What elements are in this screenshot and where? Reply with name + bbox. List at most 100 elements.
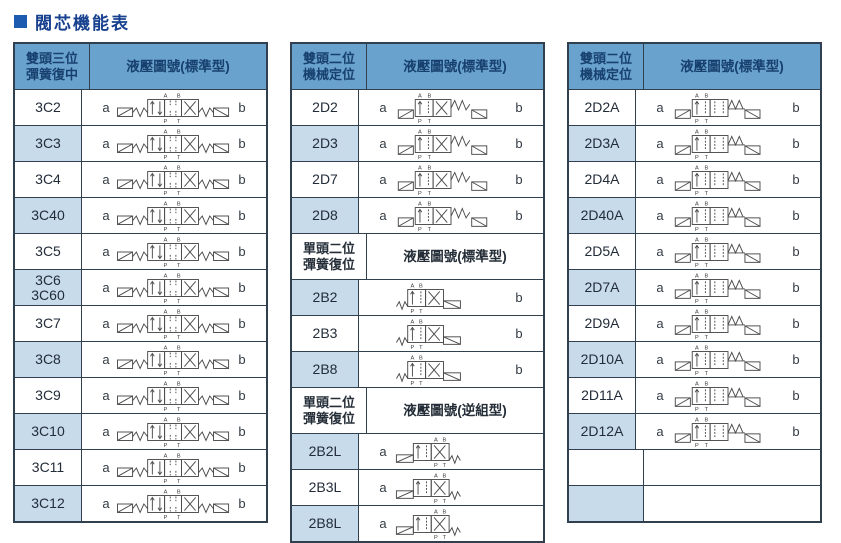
valve-diagram-valve2d [389,92,513,124]
valve-code-cell: 2B3 [292,316,359,351]
label-b: b [238,352,246,367]
valve-diagram-valve2bl [389,508,513,540]
valve-row-2b2l: 2B2L a [292,434,543,470]
valve-row-2d5a: 2D5A a b [569,234,820,270]
section-header-row: 雙頭三位 彈簧復中 液壓圖號(標準型) [15,44,266,90]
valve-code-cell: 2D40A [569,198,636,233]
valve-row-3c7: 3C7 a b [15,306,266,342]
label-b: b [515,100,523,115]
valve-code-cell: 2D5A [569,234,636,269]
valve-code: 2D2 [312,99,338,115]
header-spool-type: 雙頭二位 機械定位 [292,44,367,89]
label-b: b [792,172,800,187]
label-b: b [515,136,523,151]
header-spool-type-line: 彈簧復位 [302,256,355,272]
valve-diagram-valve2da [666,128,790,160]
valve-diagram-cell: b [359,280,543,315]
valve-diagram-cell [644,486,820,521]
valve-row-2d3: 2D3 a b [292,126,543,162]
label-b: b [792,280,800,295]
valve-diagram-valve2b [389,354,513,386]
valve-code: 2D8 [312,207,338,223]
valve-diagram-cell: a [359,470,543,505]
valve-code: 3C40 [31,207,65,223]
valve-row-3c11: 3C11 a b [15,450,266,486]
valve-code-cell [569,450,644,485]
valve-code: 3C8 [35,351,61,367]
valve-code: 2B2 [312,289,338,305]
valve-code-cell: 2D4A [569,162,636,197]
label-b: b [238,208,246,223]
label-a: a [656,172,664,187]
label-b: b [792,208,800,223]
label-b: b [792,424,800,439]
valve-row-3c9: 3C9 a b [15,378,266,414]
label-b: b [238,280,246,295]
label-b: b [238,244,246,259]
valve-code-cell: 3C9 [15,378,82,413]
valve-row-3c40: 3C40 a b [15,198,266,234]
table-3c-double-head-3pos: 雙頭三位 彈簧復中 液壓圖號(標準型) 3C2 a b 3C3 a b 3C4 a b 3C40 a b 3C… [13,42,268,523]
valve-code-cell: 2B8 [292,352,359,387]
valve-code-cell: 3C3 [15,126,82,161]
header-spool-type-line: 彈簧復位 [302,410,355,426]
label-b: b [515,172,523,187]
valve-diagram-valve3 [112,308,236,340]
valve-diagram-valve3 [112,416,236,448]
header-diagram-title: 液壓圖號(標準型) [367,234,543,279]
header-diagram-title-text: 液壓圖號(逆組型) [403,402,507,418]
section-header-row: 單頭二位 彈簧復位 液壓圖號(逆組型) [292,388,543,434]
header-spool-type: 雙頭三位 彈簧復中 [15,44,90,89]
header-spool-type: 單頭二位 彈簧復位 [292,388,367,433]
valve-diagram-valve3 [112,272,236,304]
label-b: b [238,460,246,475]
label-a: a [102,352,110,367]
valve-code-cell: 2B2 [292,280,359,315]
valve-diagram-valve2b [389,318,513,350]
valve-diagram-valve3 [112,164,236,196]
header-spool-type: 單頭二位 彈簧復位 [292,234,367,279]
header-spool-type-line: 單頭二位 [302,394,355,410]
header-spool-type-line: 機械定位 [302,66,355,82]
valve-row-2b8l: 2B8L a [292,506,543,541]
label-a: a [656,316,664,331]
valve-code: 2B2L [308,443,342,459]
valve-diagram-valve2d [389,128,513,160]
valve-row-2d10a: 2D10A a b [569,342,820,378]
valve-code-cell: 3C5 [15,234,82,269]
label-a: a [102,136,110,151]
header-diagram-title-text: 液壓圖號(標準型) [403,58,507,74]
valve-row-2d12a: 2D12A a b [569,414,820,450]
section-header-row: 雙頭二位 機械定位 液壓圖號(標準型) [569,44,820,90]
valve-code: 3C2 [35,99,61,115]
valve-code-cell: 3C40 [15,198,82,233]
valve-code-cell: 2D2A [569,90,636,125]
label-b: b [515,326,523,341]
valve-row-2d2: 2D2 a b [292,90,543,126]
valve-diagram-valve3 [112,236,236,268]
label-a: a [656,280,664,295]
label-a: a [656,244,664,259]
label-a: a [656,100,664,115]
valve-code-cell: 2D10A [569,342,636,377]
section-header-row: 雙頭二位 機械定位 液壓圖號(標準型) [292,44,543,90]
valve-code: 3C7 [35,315,61,331]
valve-code: 3C5 [35,243,61,259]
valve-code: 3C10 [31,423,65,439]
label-a: a [102,316,110,331]
label-b: b [515,208,523,223]
valve-diagram-valve3 [112,92,236,124]
label-b: b [792,316,800,331]
valve-diagram-valve2da [666,272,790,304]
